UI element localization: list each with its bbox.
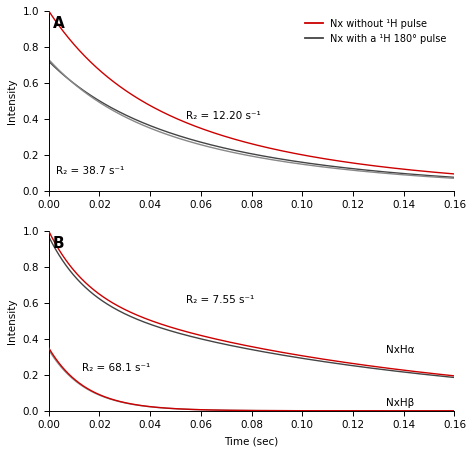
Y-axis label: Intensity: Intensity (7, 78, 17, 124)
Text: B: B (53, 236, 64, 251)
Text: R₂ = 12.20 s⁻¹: R₂ = 12.20 s⁻¹ (186, 111, 261, 121)
Text: R₂ = 38.7 s⁻¹: R₂ = 38.7 s⁻¹ (56, 167, 124, 177)
Text: NxHβ: NxHβ (386, 398, 414, 408)
Y-axis label: Intensity: Intensity (7, 298, 17, 344)
Text: R₂ = 7.55 s⁻¹: R₂ = 7.55 s⁻¹ (186, 295, 254, 305)
X-axis label: Time (sec): Time (sec) (225, 436, 279, 446)
Text: R₂ = 68.1 s⁻¹: R₂ = 68.1 s⁻¹ (82, 363, 150, 373)
Legend: Nx without ¹H pulse, Nx with a ¹H 180° pulse: Nx without ¹H pulse, Nx with a ¹H 180° p… (302, 16, 450, 47)
Text: A: A (53, 16, 64, 31)
Text: NxHα: NxHα (386, 345, 414, 355)
